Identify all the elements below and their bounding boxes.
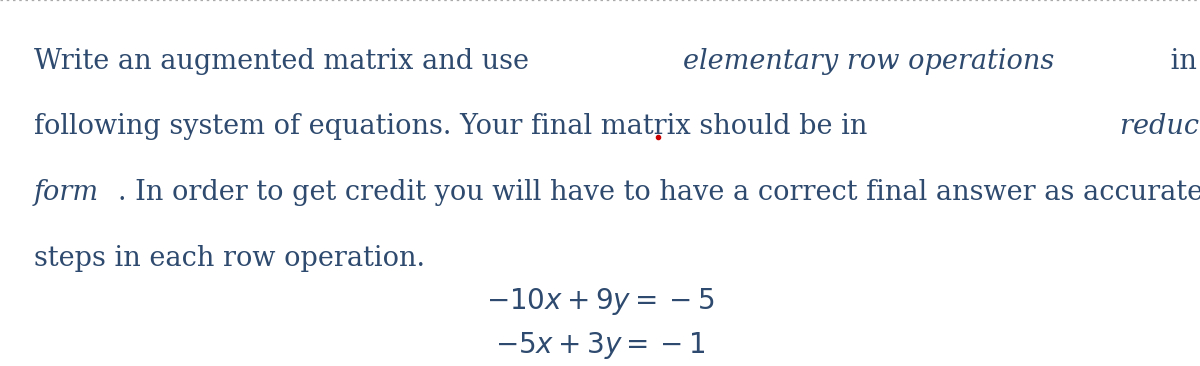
Text: steps in each row operation.: steps in each row operation.: [34, 245, 425, 272]
Text: in order to solve the: in order to solve the: [1163, 48, 1200, 75]
Text: $-5x+3y = -1$: $-5x+3y = -1$: [494, 330, 706, 361]
Text: reduced row echelon: reduced row echelon: [1120, 113, 1200, 141]
Text: form: form: [34, 179, 98, 206]
Text: . In order to get credit you will have to have a correct final answer as accurat: . In order to get credit you will have t…: [118, 179, 1200, 206]
Text: $-10x+9y = -5$: $-10x+9y = -5$: [486, 287, 714, 317]
Text: Write an augmented matrix and use: Write an augmented matrix and use: [34, 48, 538, 75]
Text: following system of equations. Your final matrix should be in: following system of equations. Your fina…: [34, 113, 876, 141]
Text: elementary row operations: elementary row operations: [684, 48, 1055, 75]
